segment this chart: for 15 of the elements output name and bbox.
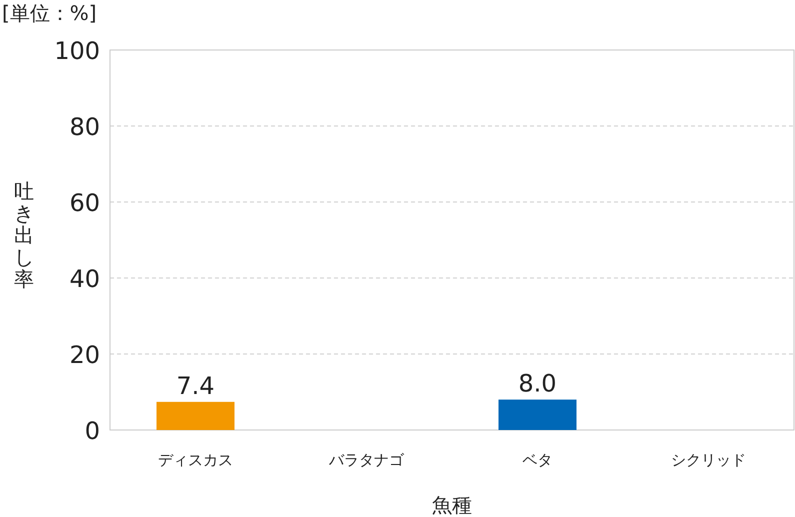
y-tick-label: 60 [69,189,100,217]
x-tick-label: ベタ [522,451,552,469]
y-tick-label: 100 [54,37,100,65]
y-tick-label: 0 [84,417,100,445]
x-tick-label: シクリッド [671,451,746,469]
data-label: 8.0 [518,370,557,398]
x-tick-label: バラタナゴ [328,451,405,469]
x-axis-title: 魚種 [432,493,472,517]
y-tick-label: 20 [69,341,100,369]
y-axis-title: 吐き出し率 [14,179,34,291]
x-tick-label: ディスカス [158,451,233,469]
text: [単位：%] [2,1,97,25]
data-label: 7.4 [176,372,215,400]
y-tick-label: 40 [69,265,100,293]
y-tick-label: 80 [69,113,100,141]
